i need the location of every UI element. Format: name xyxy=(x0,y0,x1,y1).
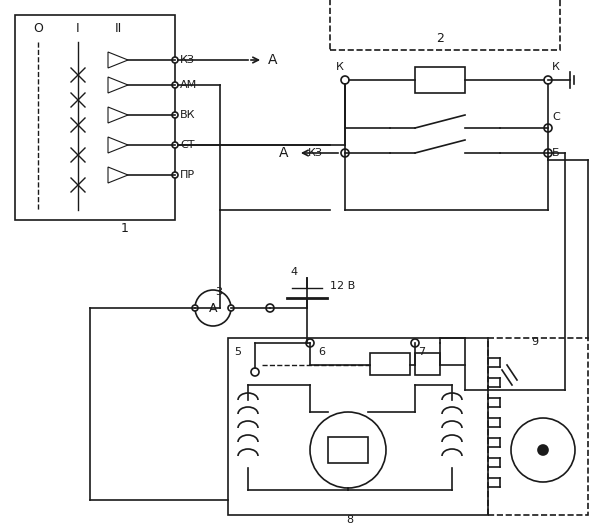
Text: А: А xyxy=(268,53,277,67)
Circle shape xyxy=(192,305,198,311)
Text: 2: 2 xyxy=(436,32,444,44)
Text: АМ: АМ xyxy=(180,80,197,90)
Polygon shape xyxy=(108,52,128,68)
Bar xyxy=(370,353,410,375)
Circle shape xyxy=(544,124,552,132)
Bar xyxy=(228,338,488,515)
Text: 6: 6 xyxy=(318,347,325,357)
Circle shape xyxy=(544,76,552,84)
Circle shape xyxy=(251,368,259,376)
Text: II: II xyxy=(115,22,122,34)
Bar xyxy=(415,353,440,375)
Circle shape xyxy=(341,149,349,157)
Text: СТ: СТ xyxy=(180,140,194,150)
Text: ВК: ВК xyxy=(180,110,196,120)
Circle shape xyxy=(228,305,234,311)
Text: КЗ: КЗ xyxy=(180,55,195,65)
Text: А: А xyxy=(278,146,288,160)
Text: I: I xyxy=(76,22,80,34)
Bar xyxy=(328,437,368,463)
Circle shape xyxy=(172,172,178,178)
Polygon shape xyxy=(108,137,128,153)
Polygon shape xyxy=(108,77,128,93)
Circle shape xyxy=(411,339,419,347)
Circle shape xyxy=(172,57,178,63)
Text: 9: 9 xyxy=(532,337,539,347)
Text: 4: 4 xyxy=(290,267,297,277)
Circle shape xyxy=(341,76,349,84)
Bar xyxy=(415,67,465,93)
Text: 7: 7 xyxy=(418,347,425,357)
Text: 12 В: 12 В xyxy=(330,281,355,291)
Text: 5: 5 xyxy=(234,347,241,357)
Text: КЗ: КЗ xyxy=(308,148,323,158)
Text: К: К xyxy=(552,62,560,72)
Bar xyxy=(330,0,560,50)
Circle shape xyxy=(538,445,548,455)
Text: Б: Б xyxy=(552,148,560,158)
Text: А: А xyxy=(209,302,217,315)
Circle shape xyxy=(544,149,552,157)
Text: ПР: ПР xyxy=(180,170,195,180)
Circle shape xyxy=(266,304,274,312)
Text: 1: 1 xyxy=(121,222,129,234)
Polygon shape xyxy=(108,107,128,123)
Text: 3: 3 xyxy=(215,287,222,297)
Text: К: К xyxy=(336,62,344,72)
Text: 8: 8 xyxy=(346,515,353,525)
Bar xyxy=(488,338,588,515)
Bar xyxy=(15,15,175,220)
Text: С: С xyxy=(552,112,560,122)
Circle shape xyxy=(172,112,178,118)
Circle shape xyxy=(172,82,178,88)
Polygon shape xyxy=(108,167,128,183)
Circle shape xyxy=(172,142,178,148)
Text: O: O xyxy=(33,22,43,34)
Circle shape xyxy=(306,339,314,347)
